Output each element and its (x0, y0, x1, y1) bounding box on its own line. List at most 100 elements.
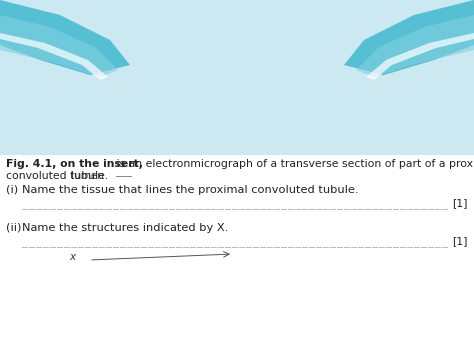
Circle shape (179, 268, 183, 272)
Circle shape (298, 284, 307, 292)
Circle shape (201, 256, 204, 260)
Circle shape (293, 296, 302, 305)
Polygon shape (344, 0, 474, 75)
Text: (ii): (ii) (6, 223, 21, 233)
Circle shape (294, 290, 299, 295)
FancyBboxPatch shape (0, 0, 474, 160)
FancyBboxPatch shape (131, 265, 418, 315)
Circle shape (302, 319, 307, 323)
Circle shape (310, 289, 315, 294)
Text: (i): (i) (6, 185, 18, 195)
Circle shape (217, 293, 222, 298)
Circle shape (392, 283, 396, 286)
Text: convoluted tubule.: convoluted tubule. (6, 171, 108, 181)
Circle shape (386, 269, 393, 277)
Circle shape (422, 287, 427, 292)
Circle shape (231, 258, 239, 266)
Circle shape (230, 260, 239, 268)
Circle shape (281, 277, 288, 284)
Text: Fig. 4.1, on the insert,: Fig. 4.1, on the insert, (6, 159, 143, 169)
Text: x: x (69, 252, 75, 262)
Text: Name the structures indicated by X.: Name the structures indicated by X. (22, 223, 228, 233)
Circle shape (200, 279, 205, 284)
Circle shape (294, 278, 301, 286)
Circle shape (201, 275, 208, 282)
Circle shape (207, 272, 210, 275)
Circle shape (229, 273, 237, 280)
Circle shape (201, 271, 209, 278)
Polygon shape (141, 157, 408, 275)
FancyBboxPatch shape (131, 157, 418, 350)
Circle shape (390, 259, 393, 262)
Polygon shape (131, 157, 418, 265)
Circle shape (422, 291, 431, 299)
Polygon shape (356, 15, 474, 77)
Circle shape (312, 279, 318, 284)
Circle shape (216, 288, 219, 291)
Ellipse shape (166, 233, 246, 323)
Circle shape (230, 287, 237, 294)
Circle shape (383, 298, 387, 302)
Polygon shape (131, 305, 418, 350)
Circle shape (288, 318, 297, 327)
Circle shape (414, 305, 420, 311)
Circle shape (203, 295, 211, 302)
Circle shape (216, 264, 219, 267)
Circle shape (401, 290, 404, 294)
Circle shape (198, 263, 206, 271)
Circle shape (274, 295, 280, 300)
Ellipse shape (156, 223, 256, 333)
Circle shape (394, 280, 398, 284)
Circle shape (195, 268, 203, 275)
Circle shape (402, 288, 408, 293)
Circle shape (288, 295, 292, 298)
Circle shape (399, 302, 406, 309)
Circle shape (291, 271, 299, 278)
Circle shape (204, 278, 209, 283)
Circle shape (393, 287, 401, 294)
Circle shape (392, 278, 399, 285)
Circle shape (398, 279, 405, 285)
Circle shape (180, 250, 188, 257)
Circle shape (286, 292, 293, 299)
Circle shape (415, 289, 421, 295)
Circle shape (391, 268, 400, 277)
Circle shape (388, 285, 395, 293)
Text: is an electronmicrograph of a transverse section of part of a proximal: is an electronmicrograph of a transverse… (113, 159, 474, 169)
Ellipse shape (354, 236, 438, 328)
Circle shape (308, 287, 315, 294)
Circle shape (409, 293, 417, 301)
Circle shape (208, 283, 211, 287)
Circle shape (300, 294, 306, 300)
Circle shape (210, 273, 213, 276)
Text: [1]: [1] (452, 198, 467, 208)
Circle shape (202, 251, 207, 256)
Circle shape (400, 292, 403, 296)
Circle shape (198, 257, 203, 263)
Circle shape (191, 279, 194, 282)
Circle shape (379, 289, 383, 293)
FancyBboxPatch shape (0, 155, 474, 355)
Circle shape (392, 280, 398, 285)
Ellipse shape (253, 247, 339, 343)
Text: [1]: [1] (452, 236, 467, 246)
Circle shape (381, 253, 388, 260)
Circle shape (300, 279, 309, 288)
Ellipse shape (263, 257, 329, 333)
Circle shape (299, 288, 307, 296)
Circle shape (368, 305, 373, 308)
Polygon shape (0, 33, 108, 80)
Circle shape (284, 314, 289, 318)
Circle shape (425, 276, 430, 282)
Circle shape (299, 296, 304, 302)
Text: Name the tissue that lines the proximal convoluted tubule.: Name the tissue that lines the proximal … (22, 185, 358, 195)
Circle shape (186, 292, 189, 295)
FancyBboxPatch shape (0, 155, 474, 355)
Circle shape (290, 288, 299, 296)
Circle shape (196, 275, 205, 284)
Polygon shape (366, 33, 474, 80)
Circle shape (312, 302, 319, 309)
Polygon shape (0, 0, 130, 75)
Ellipse shape (344, 226, 448, 338)
Circle shape (307, 304, 312, 309)
